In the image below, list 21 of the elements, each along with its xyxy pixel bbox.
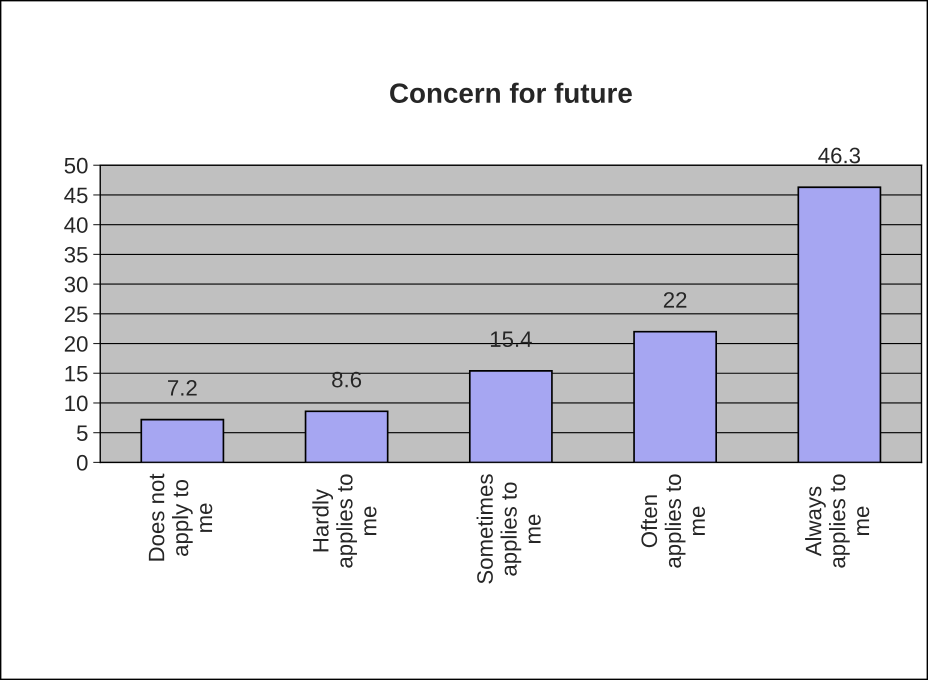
x-tick-label: Often applies to me bbox=[640, 474, 706, 568]
y-tick-label: 15 bbox=[65, 366, 88, 382]
x-tick-label: Hardly applies to me bbox=[312, 474, 377, 568]
y-tick-label: 5 bbox=[76, 425, 88, 441]
data-label: 7.2 bbox=[168, 380, 197, 396]
y-tick-label: 25 bbox=[64, 306, 88, 322]
x-tick-label: Always applies to me bbox=[805, 474, 870, 568]
data-label: 22 bbox=[664, 292, 686, 308]
y-tick-label: 40 bbox=[64, 217, 88, 233]
data-label: 46.3 bbox=[818, 148, 860, 164]
y-tick-label: 45 bbox=[64, 188, 88, 204]
y-tick-label: 10 bbox=[65, 396, 88, 412]
y-tick-label: 35 bbox=[64, 246, 88, 263]
y-tick-label: 20 bbox=[64, 336, 88, 352]
x-tick-label: Sometimes applies to me bbox=[476, 474, 541, 584]
y-tick-label: 0 bbox=[76, 454, 88, 471]
data-label: 8.6 bbox=[332, 372, 362, 388]
y-tick-label: 30 bbox=[64, 276, 88, 292]
y-tick-label: 50 bbox=[64, 158, 88, 174]
chart-title: Concern for future bbox=[390, 82, 632, 104]
x-tick-label: Does not apply to me bbox=[148, 474, 212, 561]
